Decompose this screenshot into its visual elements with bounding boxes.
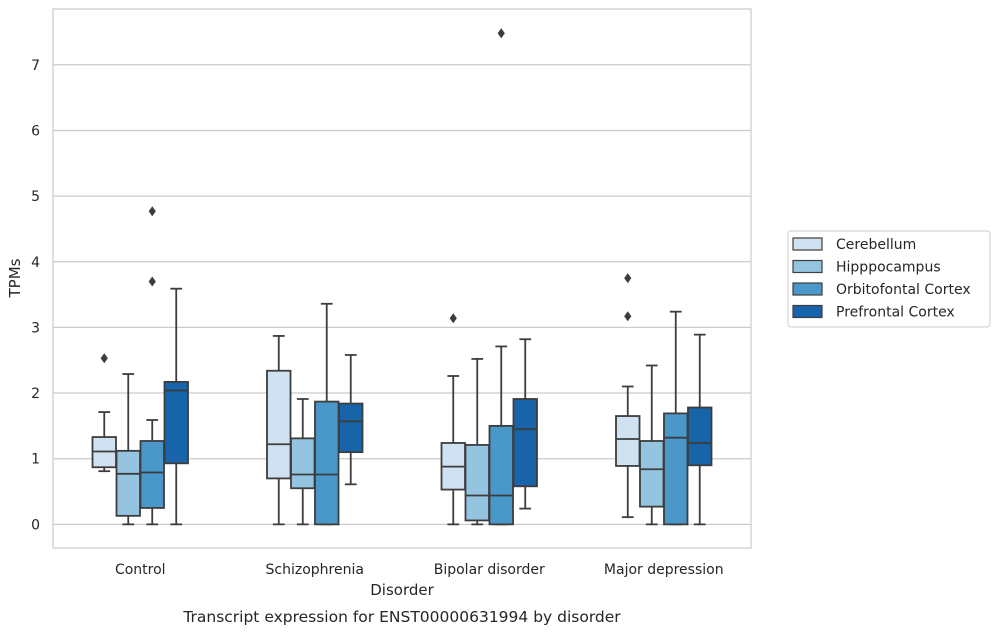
x-tick-label: Major depression — [604, 562, 724, 578]
x-tick-label: Bipolar disorder — [434, 562, 545, 578]
box-series — [91, 28, 713, 526]
outlier-point — [624, 273, 632, 284]
box-iqr — [338, 402, 364, 454]
box-iqr — [663, 412, 689, 526]
box-iqr — [163, 381, 189, 465]
box-iqr — [687, 406, 713, 467]
legend-label: Prefrontal Cortex — [836, 305, 955, 321]
box-iqr — [512, 398, 538, 488]
legend-item: Cerebellum — [792, 237, 916, 253]
box-iqr — [639, 440, 665, 508]
legend-frame — [787, 230, 991, 328]
y-axis-label: TPMs — [6, 258, 24, 298]
box-orbitofontal-cortex — [139, 206, 165, 526]
box-cerebellum — [615, 273, 641, 519]
box-iqr — [266, 369, 292, 480]
legend-label: Orbitofontal Cortex — [836, 282, 971, 298]
legend-swatch — [792, 237, 823, 251]
box-prefrontal-cortex — [687, 333, 713, 526]
plot-frame — [52, 8, 752, 549]
x-tick-label: Schizophrenia — [266, 562, 364, 578]
y-tick-label: 1 — [31, 452, 40, 468]
x-tick-label: Control — [115, 562, 166, 578]
box-iqr — [115, 449, 141, 517]
y-tick-label: 5 — [31, 189, 40, 205]
y-tick-label: 3 — [31, 320, 40, 336]
box-prefrontal-cortex — [512, 338, 538, 510]
y-tick-label: 4 — [31, 255, 40, 271]
box-prefrontal-cortex — [163, 287, 189, 526]
box-orbitofontal-cortex — [314, 302, 340, 526]
legend-item: Hipppocampus — [792, 259, 941, 276]
legend-item: Prefrontal Cortex — [792, 304, 955, 321]
box-iqr — [314, 400, 340, 526]
box-hipppocampus — [115, 373, 141, 526]
legend-label: Cerebellum — [836, 237, 916, 253]
outlier-point — [624, 311, 632, 322]
y-tick-labels: 0 1 2 3 4 5 6 7 — [31, 58, 40, 534]
outlier-point — [497, 28, 505, 39]
x-tick-labels: Control Schizophrenia Bipolar disorder Majo… — [115, 562, 724, 578]
chart-caption: Transcript expression for ENST0000063199… — [182, 608, 621, 626]
legend-label: Hipppocampus — [836, 260, 941, 276]
box-iqr — [464, 444, 490, 522]
legend-swatch — [792, 304, 823, 319]
box-cerebellum — [91, 353, 117, 473]
box-iqr — [290, 437, 316, 490]
y-tick-label: 6 — [31, 123, 40, 139]
y-tick-label: 2 — [31, 386, 40, 402]
outlier-point — [148, 276, 156, 287]
box-orbitofontal-cortex — [663, 310, 689, 526]
outlier-point — [148, 206, 156, 217]
box-iqr — [139, 440, 165, 509]
box-prefrontal-cortex — [338, 354, 364, 486]
legend-swatch — [792, 282, 823, 296]
y-tick-label: 0 — [31, 517, 40, 533]
box-orbitofontal-cortex — [488, 28, 514, 526]
outlier-point — [449, 313, 457, 324]
x-axis-label: Disorder — [370, 581, 434, 599]
box-iqr — [615, 415, 641, 467]
box-cerebellum — [266, 335, 292, 526]
legend-swatch — [792, 259, 823, 274]
outlier-point — [100, 353, 108, 364]
box-iqr — [488, 424, 514, 526]
legend: Cerebellum Hipppocampus Orbitofontal Corte… — [787, 230, 991, 328]
legend-item: Orbitofontal Cortex — [792, 282, 971, 298]
y-tick-label: 7 — [31, 58, 40, 74]
